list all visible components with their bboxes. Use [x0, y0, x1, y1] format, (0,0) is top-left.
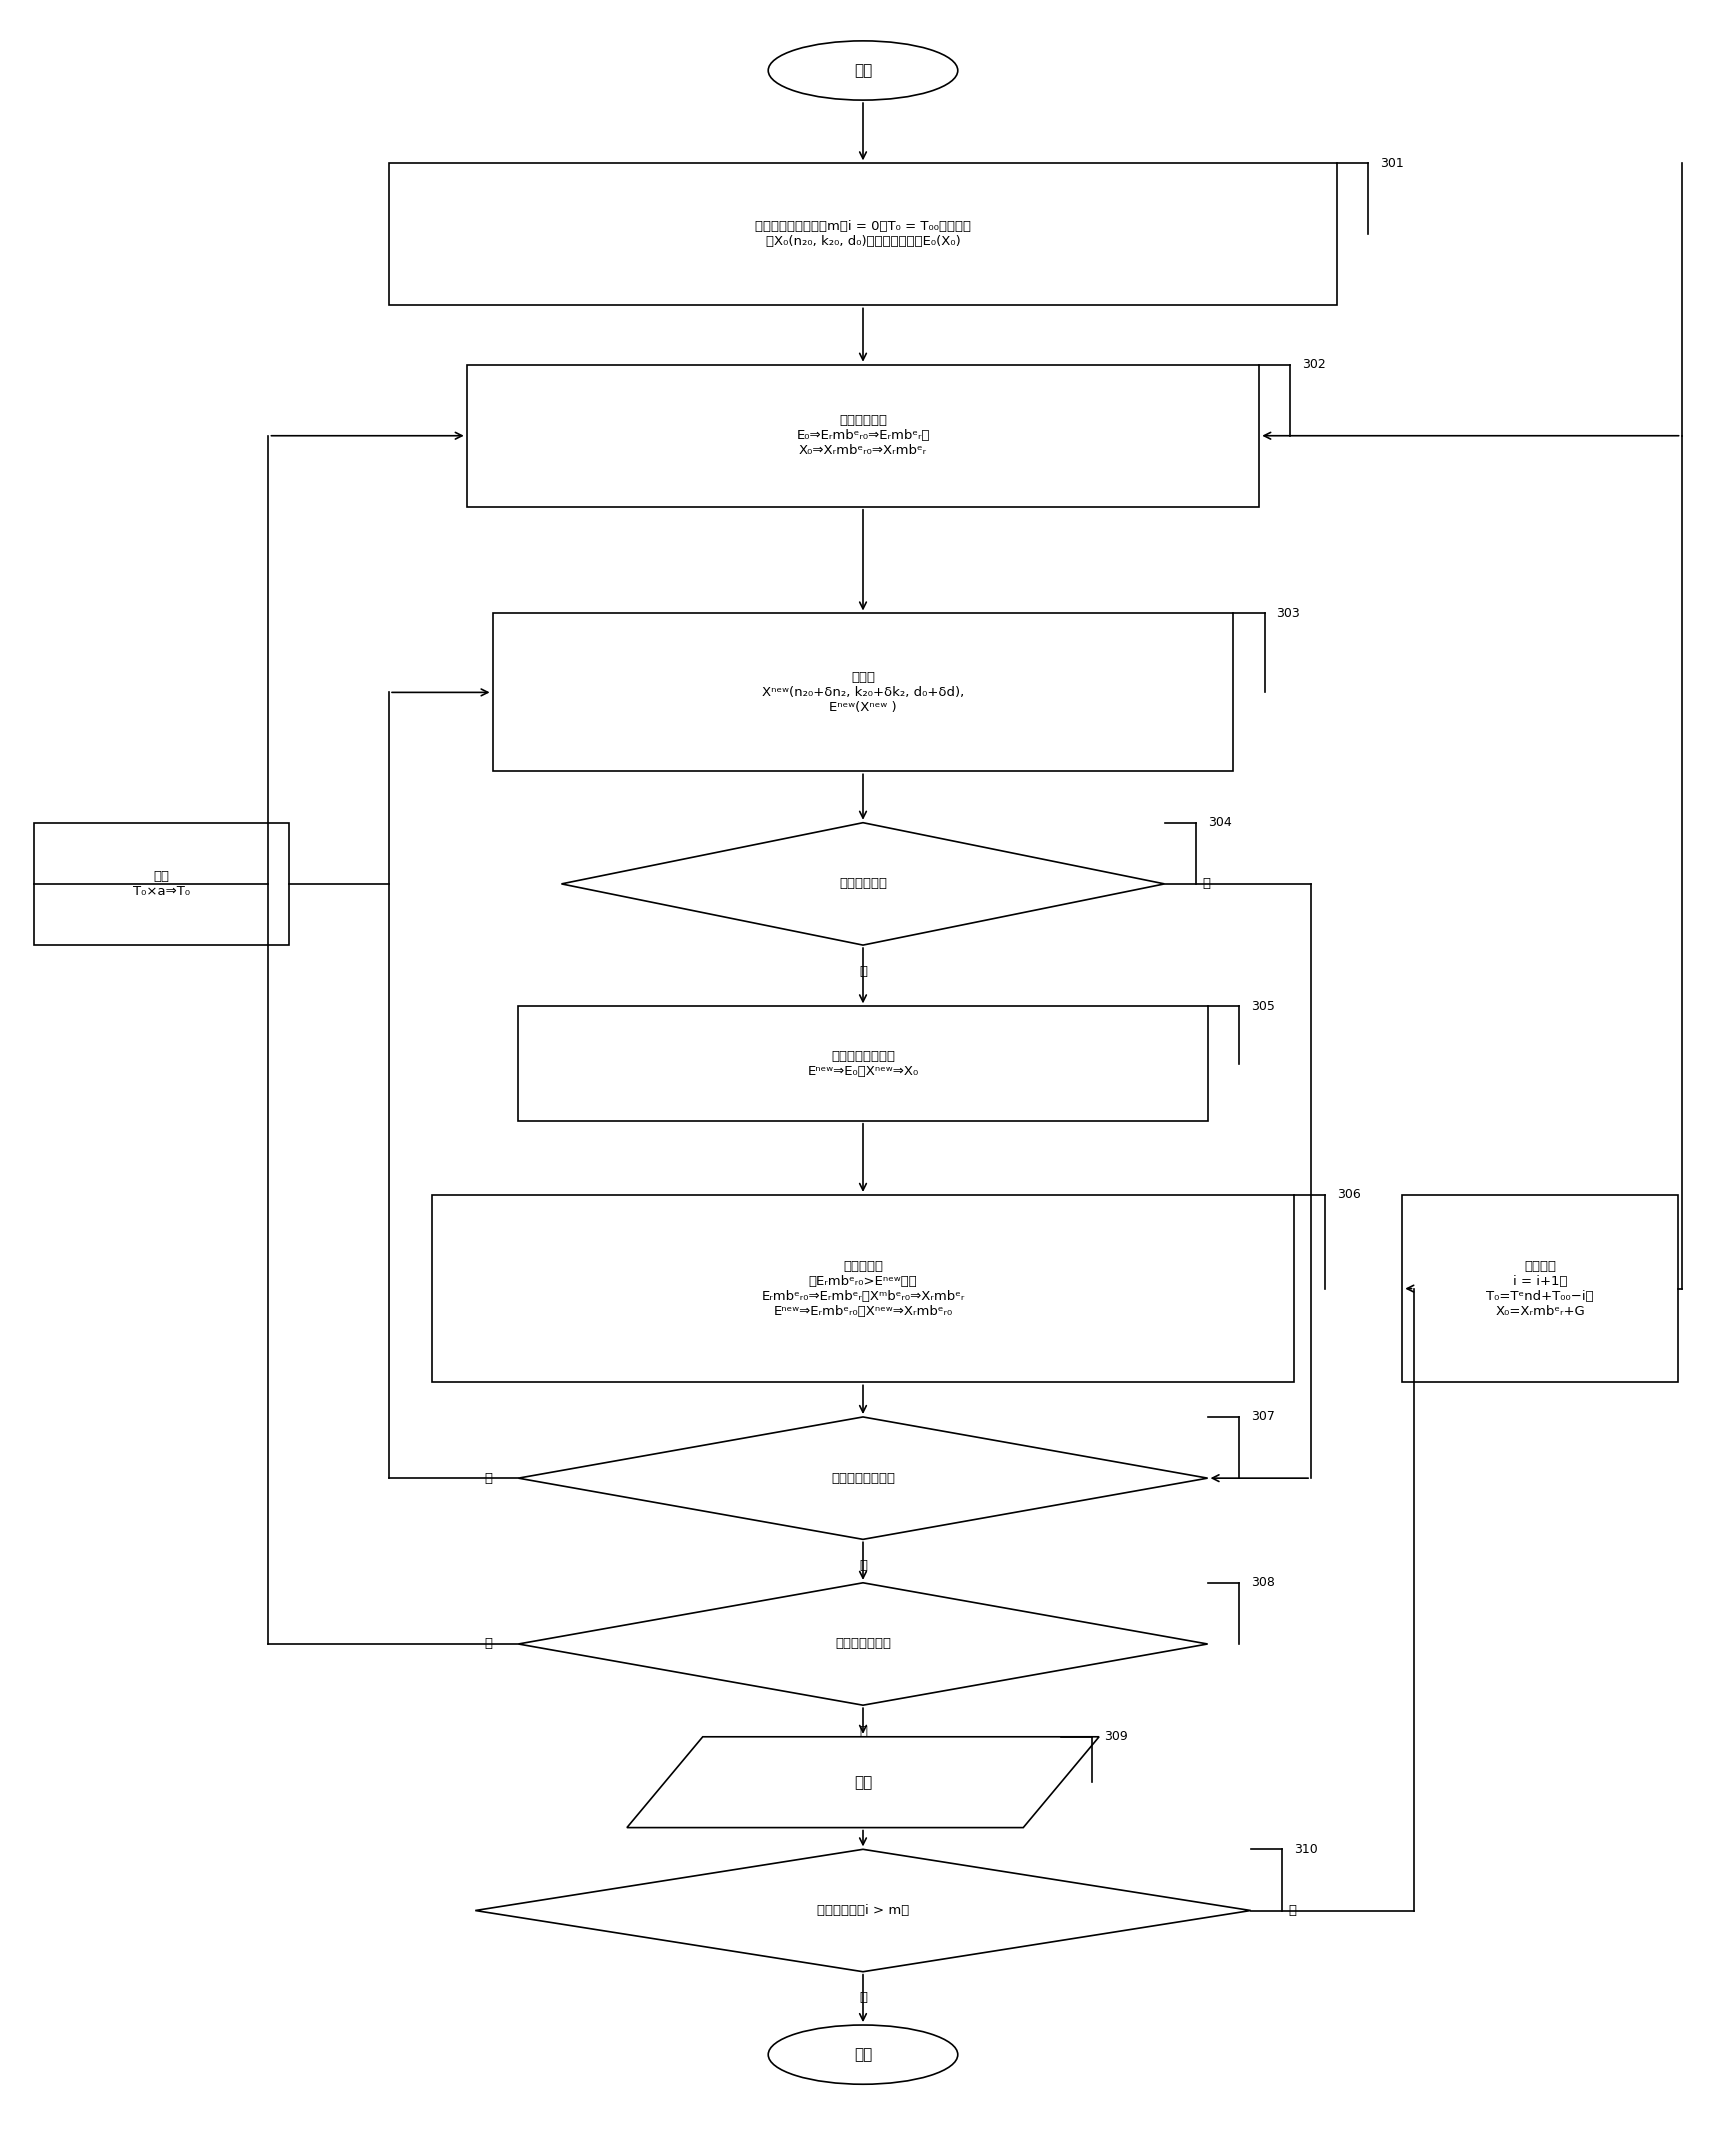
Text: 记忆器初始化
E₀⇒Eᵣmbᵉᵣ₀⇒Eᵣmbᵉᵣ，
X₀⇒Xᵣmbᵉᵣ₀⇒Xᵣmbᵉᵣ: 记忆器初始化 E₀⇒Eᵣmbᵉᵣ₀⇒Eᵣmbᵉᵣ， X₀⇒Xᵣmbᵉᵣ₀⇒Xᵣm…	[796, 414, 930, 457]
Text: 算法终止准则？: 算法终止准则？	[835, 1638, 891, 1650]
Polygon shape	[561, 822, 1165, 946]
Text: 否: 否	[485, 1638, 492, 1650]
Bar	[492, 613, 1234, 771]
Text: 回火退火
i = i+1，
T₀=Tᵉnd+T₀₀−i，
X₀=Xᵣmbᵉᵣ+G: 回火退火 i = i+1， T₀=Tᵉnd+T₀₀−i， X₀=Xᵣmbᵉᵣ+G	[1486, 1260, 1595, 1317]
Text: 是: 是	[860, 965, 866, 978]
Text: 否: 否	[485, 1471, 492, 1484]
Text: 新状态替代旧状态
Eⁿᵉʷ⇒E₀，Xⁿᵉʷ⇒X₀: 新状态替代旧状态 Eⁿᵉʷ⇒E₀，Xⁿᵉʷ⇒X₀	[808, 1050, 918, 1078]
Text: 新状态
Xⁿᵉʷ(n₂₀+δn₂, k₂₀+δk₂, d₀+δd),
Eⁿᵉʷ(Xⁿᵉʷ ): 新状态 Xⁿᵉʷ(n₂₀+δn₂, k₂₀+δk₂, d₀+δd), Eⁿᵉʷ(…	[761, 670, 965, 713]
Text: 开始: 开始	[854, 64, 872, 79]
Bar	[388, 162, 1338, 305]
Bar	[35, 822, 290, 946]
Bar	[432, 1196, 1294, 1381]
Text: 310: 310	[1294, 1843, 1317, 1855]
Text: 是: 是	[860, 1992, 866, 2005]
Text: 达到回火次数i > m？: 达到回火次数i > m？	[816, 1904, 910, 1917]
Text: 否: 否	[1203, 877, 1210, 890]
Text: 308: 308	[1251, 1576, 1274, 1588]
Polygon shape	[518, 1418, 1208, 1539]
Text: 退温
T₀×a⇒T₀: 退温 T₀×a⇒T₀	[133, 869, 190, 899]
Text: 303: 303	[1277, 606, 1300, 619]
Text: 输出: 输出	[854, 1774, 872, 1789]
Polygon shape	[518, 1582, 1208, 1706]
Text: 307: 307	[1251, 1411, 1274, 1424]
Bar	[518, 1006, 1208, 1121]
Text: 输入：冷却进度表，m，i = 0，T₀ = T₀₀，初始解
集X₀(n₂₀, k₂₀, d₀)，初始评价函数E₀(X₀): 输入：冷却进度表，m，i = 0，T₀ = T₀₀，初始解 集X₀(n₂₀, k…	[754, 220, 972, 248]
Text: 否: 否	[1289, 1904, 1296, 1917]
Text: 309: 309	[1105, 1729, 1129, 1744]
Text: 是: 是	[860, 1725, 866, 1738]
Text: 新状态接受？: 新状态接受？	[839, 877, 887, 890]
Bar	[466, 365, 1260, 506]
Polygon shape	[627, 1736, 1099, 1828]
Text: 是: 是	[860, 1559, 866, 1571]
Text: 结束: 结束	[854, 2047, 872, 2062]
Text: 301: 301	[1381, 156, 1403, 171]
Ellipse shape	[768, 41, 958, 100]
Ellipse shape	[768, 2024, 958, 2084]
Text: 记忆器更新
若Eᵣmbᵉᵣ₀>Eⁿᵉʷ，则
Eᵣmbᵉᵣ₀⇒Eᵣmbᵉᵣ，Xᵐbᵉᵣ₀⇒Xᵣmbᵉᵣ
Eⁿᵉʷ⇒Eᵣmbᵉᵣ₀，Xⁿᵉʷ⇒Xᵣmbᵉᵣ₀: 记忆器更新 若Eᵣmbᵉᵣ₀>Eⁿᵉʷ，则 Eᵣmbᵉᵣ₀⇒Eᵣmbᵉᵣ，Xᵐb…	[761, 1260, 965, 1317]
Text: 内循环终止准则？: 内循环终止准则？	[830, 1471, 896, 1484]
Text: 304: 304	[1208, 816, 1231, 828]
Text: 306: 306	[1338, 1189, 1360, 1202]
Polygon shape	[475, 1849, 1251, 1973]
Text: 305: 305	[1251, 999, 1274, 1012]
Bar	[1402, 1196, 1678, 1381]
Text: 302: 302	[1303, 359, 1326, 371]
